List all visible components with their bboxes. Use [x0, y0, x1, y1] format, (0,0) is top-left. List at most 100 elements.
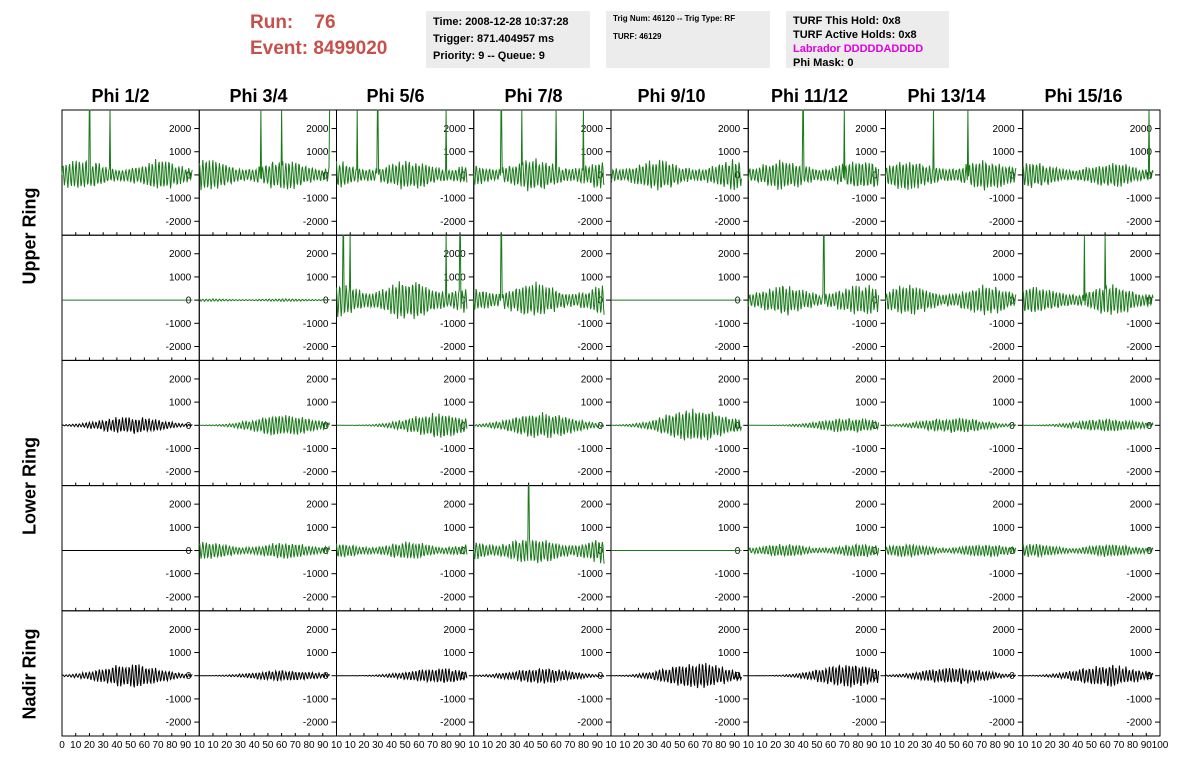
y-tick-label: -1000: [440, 694, 466, 705]
y-tick-label: -2000: [166, 592, 192, 603]
y-tick-label: -2000: [166, 342, 192, 353]
y-tick-label: -2000: [715, 592, 741, 603]
waveform-trace: [199, 297, 330, 303]
y-tick-label: 1000: [1130, 648, 1153, 659]
x-tick-label: 60: [413, 740, 425, 751]
x-tick-label: 90: [454, 740, 466, 751]
turf-active-holds-text: TURF Active Holds: 0x8: [793, 29, 917, 41]
x-tick-label: 30: [98, 740, 110, 751]
y-tick-label: 1000: [444, 147, 467, 158]
waveform-trace: [885, 109, 1017, 191]
y-tick-label: 2000: [1130, 124, 1153, 135]
y-tick-label: 2000: [444, 374, 467, 385]
x-tick-label: 80: [578, 740, 590, 751]
x-tick-label: 90: [180, 740, 192, 751]
y-tick-label: 2000: [1130, 625, 1153, 636]
phi-mask-text: Phi Mask: 0: [793, 57, 854, 69]
y-tick-label: 1000: [581, 523, 604, 534]
y-tick-label: -2000: [852, 718, 878, 729]
x-tick-label: 20: [907, 740, 919, 751]
y-tick-label: 1000: [718, 523, 741, 534]
y-tick-label: 1000: [306, 147, 329, 158]
y-tick-label: -2000: [303, 718, 329, 729]
y-tick-label: -1000: [989, 319, 1015, 330]
x-tick-label: 40: [798, 740, 810, 751]
y-tick-label: 1000: [1130, 523, 1153, 534]
col-title-phi-15-16: Phi 15/16: [1044, 86, 1123, 106]
x-tick-label: 70: [1113, 740, 1125, 751]
y-tick-label: 1000: [993, 648, 1016, 659]
trigger-text: Trigger: 871.404957 ms: [433, 33, 555, 45]
y-tick-label: 2000: [718, 249, 741, 260]
y-tick-label: 0: [1009, 671, 1015, 682]
col-title-phi-11-12: Phi 11/12: [770, 86, 849, 106]
y-tick-label: -2000: [1126, 467, 1152, 478]
y-tick-label: -1000: [166, 444, 192, 455]
y-tick-label: -2000: [577, 217, 603, 228]
x-tick-label: 70: [427, 740, 439, 751]
waveform-trace: [1022, 664, 1154, 687]
y-tick-label: 2000: [581, 249, 604, 260]
y-tick-label: -2000: [1126, 217, 1152, 228]
time-text: Time: 2008-12-28 10:37:28: [433, 16, 569, 28]
y-tick-label: 2000: [169, 124, 192, 135]
y-tick-label: 2000: [718, 625, 741, 636]
y-tick-label: 0: [1009, 546, 1015, 557]
x-tick-label: 10: [345, 740, 357, 751]
x-tick-label: 90: [592, 740, 604, 751]
y-tick-label: 1000: [581, 398, 604, 409]
y-tick-label: 1000: [1130, 272, 1153, 283]
x-tick-label: 30: [235, 740, 247, 751]
y-tick-label: -1000: [852, 694, 878, 705]
col-title-phi-5-6: Phi 5/6: [366, 86, 425, 106]
x-tick-label: 30: [509, 740, 521, 751]
y-tick-label: 2000: [855, 625, 878, 636]
y-tick-label: 1000: [718, 398, 741, 409]
x-tick-label: 20: [1045, 740, 1057, 751]
y-tick-label: -1000: [303, 319, 329, 330]
waveform-trace: [336, 412, 468, 438]
y-tick-label: -2000: [989, 342, 1015, 353]
x-tick-label: 30: [647, 740, 659, 751]
y-tick-label: 2000: [444, 249, 467, 260]
y-tick-label: 1000: [444, 398, 467, 409]
y-tick-label: 1000: [993, 272, 1016, 283]
y-tick-label: -2000: [577, 467, 603, 478]
x-tick-label: 70: [290, 740, 302, 751]
x-tick-label: 60: [551, 740, 563, 751]
x-tick-label: 40: [249, 740, 261, 751]
y-tick-label: 2000: [169, 249, 192, 260]
y-tick-label: -1000: [715, 569, 741, 580]
x-tick-label: 10: [331, 740, 343, 751]
waveform-trace: [610, 662, 742, 689]
y-tick-label: -2000: [577, 342, 603, 353]
y-tick-label: 1000: [718, 147, 741, 158]
y-tick-label: -2000: [440, 467, 466, 478]
y-tick-label: 2000: [855, 124, 878, 135]
y-tick-label: -1000: [166, 194, 192, 205]
y-tick-label: 2000: [855, 249, 878, 260]
y-tick-label: -2000: [440, 217, 466, 228]
x-tick-label: 40: [386, 740, 398, 751]
waveform-trace: [885, 542, 1017, 559]
col-title-phi-13-14: Phi 13/14: [907, 86, 986, 106]
waveform-trace: [473, 667, 605, 684]
x-tick-label: 100: [1152, 740, 1169, 751]
y-tick-label: -2000: [852, 217, 878, 228]
y-tick-label: 2000: [306, 625, 329, 636]
waveform-trace: [747, 542, 880, 558]
y-tick-label: -2000: [715, 467, 741, 478]
y-tick-label: -1000: [577, 319, 603, 330]
x-tick-label: 90: [866, 740, 878, 751]
x-tick-label: 20: [221, 740, 233, 751]
y-tick-label: 1000: [855, 147, 878, 158]
y-tick-label: 1000: [306, 398, 329, 409]
waveform-trace: [199, 669, 331, 683]
x-tick-label: 80: [303, 740, 315, 751]
x-tick-label: 80: [715, 740, 727, 751]
y-tick-label: -1000: [852, 319, 878, 330]
waveform-trace: [473, 109, 605, 192]
x-tick-label: 10: [743, 740, 755, 751]
x-tick-label: 60: [139, 740, 151, 751]
y-tick-label: -1000: [852, 569, 878, 580]
